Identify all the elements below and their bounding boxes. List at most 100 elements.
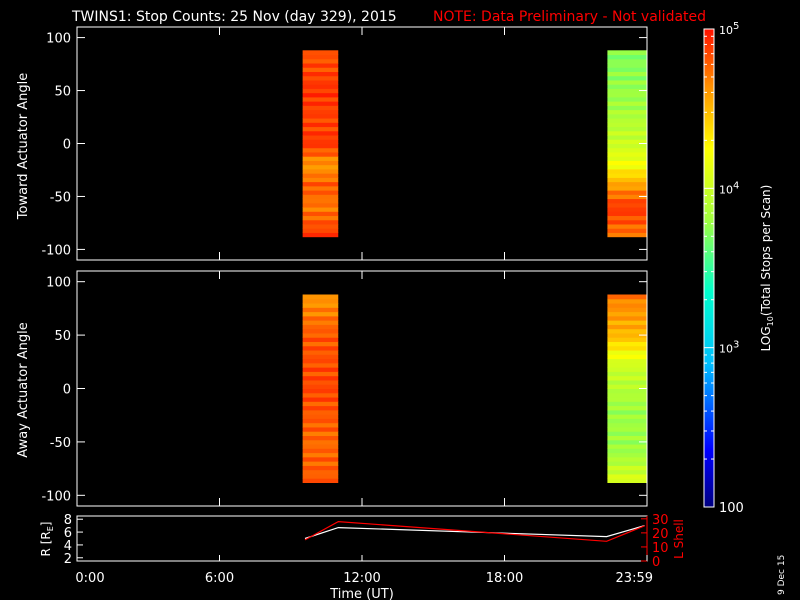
heatmap-cell bbox=[302, 444, 339, 449]
x-axis-label: Time (UT) bbox=[329, 587, 394, 600]
heatmap-cell bbox=[302, 122, 339, 128]
heatmap-cell bbox=[302, 168, 339, 174]
heatmap-cell bbox=[607, 58, 647, 64]
heatmap-cell bbox=[302, 320, 339, 325]
heatmap-cell bbox=[302, 118, 339, 123]
heatmap-cell bbox=[302, 228, 339, 233]
heatmap-cell bbox=[607, 461, 647, 466]
radius-axis-label: R [RE] bbox=[39, 522, 55, 557]
heatmap-cell bbox=[302, 350, 339, 355]
heatmap-cell bbox=[607, 324, 647, 330]
heatmap-cell bbox=[302, 345, 339, 351]
heatmap-cell bbox=[607, 118, 647, 123]
toward-y-axis-label: Toward Actuator Angle bbox=[16, 73, 31, 220]
heatmap-cell bbox=[607, 303, 647, 308]
y-tick-label: -50 bbox=[50, 436, 71, 451]
heatmap-cell bbox=[302, 328, 339, 334]
heatmap-cell bbox=[302, 75, 339, 81]
date-stamp: 9 Dec 15 bbox=[777, 555, 787, 595]
heatmap-cell bbox=[302, 54, 339, 60]
heatmap-cell bbox=[302, 202, 339, 208]
heatmap-cell bbox=[607, 88, 647, 94]
heatmap-cell bbox=[607, 198, 647, 204]
heatmap-cell bbox=[302, 456, 339, 462]
lshell-tick-label: 20 bbox=[652, 527, 669, 542]
away-panel-frame bbox=[76, 270, 648, 507]
heatmap-cell bbox=[302, 130, 339, 136]
heatmap-cell bbox=[302, 341, 339, 347]
heatmap-cell bbox=[607, 84, 647, 89]
heatmap-cell bbox=[302, 422, 339, 428]
y-tick-label: 100 bbox=[46, 276, 71, 291]
heatmap-cell bbox=[607, 345, 647, 351]
radius-series-line bbox=[304, 525, 645, 540]
heatmap-cell bbox=[607, 185, 647, 191]
heatmap-cell bbox=[302, 469, 339, 475]
heatmap-cell bbox=[302, 379, 339, 385]
heatmap-cell bbox=[607, 168, 647, 174]
x-tick-label: 0:00 bbox=[75, 571, 104, 586]
heatmap-cell bbox=[302, 332, 339, 338]
preliminary-note: NOTE: Data Preliminary - Not validated bbox=[433, 9, 706, 25]
heatmap-cell bbox=[302, 448, 339, 454]
heatmap-cell bbox=[607, 202, 647, 208]
heatmap-cell bbox=[302, 147, 339, 153]
heatmap-cell bbox=[607, 328, 647, 334]
y-tick-label: -50 bbox=[50, 190, 71, 205]
heatmap-cell bbox=[607, 135, 647, 140]
heatmap-cell bbox=[302, 194, 339, 200]
y-tick-label: -100 bbox=[41, 489, 71, 504]
heatmap-cell bbox=[302, 465, 339, 471]
heatmap-cell bbox=[302, 435, 339, 441]
lshell-tick-label: 10 bbox=[652, 541, 669, 556]
heatmap-cell bbox=[302, 185, 339, 191]
heatmap-cell bbox=[302, 63, 339, 68]
heatmap-cell bbox=[607, 207, 647, 212]
heatmap-cell bbox=[607, 164, 647, 170]
heatmap-cell bbox=[607, 354, 647, 360]
heatmap-cell bbox=[302, 79, 339, 85]
y-tick-label: 100 bbox=[46, 32, 71, 47]
heatmap-cell bbox=[302, 173, 339, 178]
colorbar: 105 104 103 100 LOG10(Total Stops per Scan) bbox=[703, 21, 775, 516]
heatmap-cell bbox=[302, 84, 339, 89]
heatmap-cell bbox=[302, 126, 339, 132]
heatmap-cell bbox=[302, 101, 339, 106]
heatmap-cell bbox=[302, 397, 339, 402]
heatmap-cell bbox=[607, 444, 647, 449]
heatmap-cell bbox=[607, 75, 647, 81]
heatmap-cell bbox=[302, 198, 339, 204]
heatmap-cell bbox=[302, 307, 339, 313]
heatmap-cell bbox=[607, 190, 647, 195]
radius-tick-label: 8 bbox=[64, 513, 72, 528]
heatmap-cell bbox=[302, 452, 339, 458]
x-tick-label: 23:59 bbox=[616, 571, 653, 586]
heatmap-cell bbox=[302, 478, 339, 483]
heatmap-cell bbox=[302, 151, 339, 157]
heatmap-cell bbox=[302, 135, 339, 140]
colorbar-tick-label: 100 bbox=[719, 501, 744, 516]
heatmap-cell bbox=[302, 211, 339, 217]
heatmap-cell bbox=[302, 431, 339, 436]
heatmap-cell bbox=[607, 409, 647, 415]
heatmap-cell bbox=[302, 105, 339, 111]
heatmap-cell bbox=[302, 461, 339, 466]
heatmap-cell bbox=[302, 303, 339, 308]
heatmap-cell bbox=[302, 298, 339, 304]
heatmap-cell bbox=[607, 401, 647, 407]
heatmap-cell bbox=[607, 67, 647, 72]
y-tick-label: 0 bbox=[63, 138, 71, 153]
colorbar-gradient bbox=[703, 28, 715, 508]
heatmap-cell bbox=[607, 452, 647, 458]
radius-tick-label: 2 bbox=[64, 552, 72, 567]
radius-tick-label: 6 bbox=[64, 526, 72, 541]
orbit-series bbox=[304, 520, 645, 542]
heatmap-cell bbox=[607, 130, 647, 136]
heatmap-cell bbox=[607, 122, 647, 128]
heatmap-cell bbox=[607, 478, 647, 483]
heatmap-cell bbox=[607, 223, 647, 229]
heatmap-cell bbox=[607, 219, 647, 225]
heatmap-cell bbox=[607, 126, 647, 132]
heatmap-cell bbox=[302, 405, 339, 411]
